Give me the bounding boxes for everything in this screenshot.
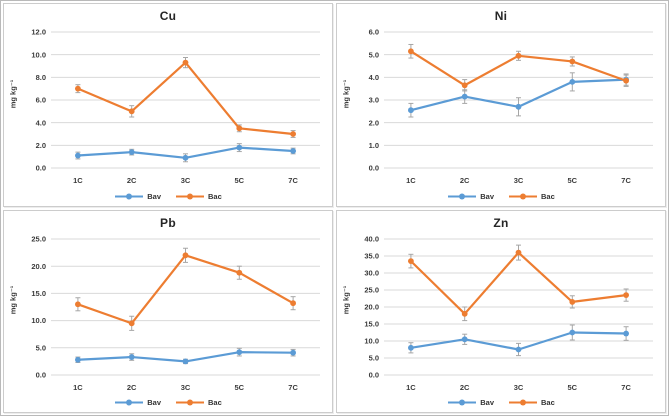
svg-text:15.0: 15.0 bbox=[364, 319, 379, 328]
svg-text:0.0: 0.0 bbox=[36, 370, 46, 379]
legend-item-bav: Bav bbox=[447, 398, 494, 407]
legend-item-bac: Bac bbox=[508, 192, 555, 201]
legend: Bav Bac bbox=[339, 190, 663, 204]
chart-title: Cu bbox=[159, 9, 177, 23]
chart-panel-cu: Cu mg kg⁻¹ 0.0 2.0 4.0 6.0 8.0 10.0 12.0 1C 2C 3C… bbox=[3, 3, 333, 207]
chart-body: mg kg⁻¹ 0.0 5.0 10.0 15.0 20.0 25.0 1C 2C 3C 5C 7C bbox=[6, 231, 330, 397]
svg-text:25.0: 25.0 bbox=[31, 234, 46, 243]
legend-item-bav: Bav bbox=[114, 398, 161, 407]
legend: Bav Bac bbox=[6, 190, 330, 204]
svg-text:2C: 2C bbox=[127, 176, 137, 185]
svg-text:7C: 7C bbox=[288, 176, 298, 185]
plot-area: 0.0 5.0 10.0 15.0 20.0 25.0 1C 2C 3C 5C 7C bbox=[31, 234, 320, 392]
svg-text:5.0: 5.0 bbox=[369, 50, 379, 59]
svg-text:1C: 1C bbox=[73, 383, 83, 392]
svg-text:3C: 3C bbox=[514, 383, 524, 392]
legend-label: Bav bbox=[480, 191, 494, 201]
svg-text:4.0: 4.0 bbox=[369, 73, 379, 82]
svg-text:3C: 3C bbox=[514, 176, 524, 185]
line-marker-icon bbox=[176, 399, 204, 406]
svg-text:7C: 7C bbox=[621, 176, 631, 185]
svg-text:2C: 2C bbox=[127, 383, 137, 392]
svg-text:20.0: 20.0 bbox=[31, 261, 46, 270]
svg-text:20.0: 20.0 bbox=[364, 302, 379, 311]
y-axis-label: mg kg⁻¹ bbox=[8, 79, 17, 108]
chart-body: mg kg⁻¹ 0.0 5.0 10.0 15.0 20.0 25.0 30.0 35.0 40… bbox=[339, 231, 663, 397]
svg-text:6.0: 6.0 bbox=[36, 96, 46, 105]
legend-label: Bac bbox=[208, 398, 222, 407]
legend-label: Bac bbox=[541, 191, 555, 201]
chart-title: Pb bbox=[160, 215, 176, 230]
svg-text:4.0: 4.0 bbox=[36, 118, 46, 127]
svg-text:5.0: 5.0 bbox=[36, 343, 46, 352]
svg-text:7C: 7C bbox=[288, 383, 298, 392]
legend-item-bav: Bav bbox=[114, 192, 161, 201]
legend-label: Bac bbox=[541, 398, 555, 407]
line-marker-icon bbox=[448, 193, 477, 199]
svg-text:10.0: 10.0 bbox=[31, 50, 46, 59]
svg-text:6.0: 6.0 bbox=[369, 28, 379, 37]
legend-label: Bav bbox=[147, 398, 161, 407]
chart-body: mg kg⁻¹ 0.0 1.0 2.0 3.0 4.0 5.0 6.0 1C 2C 3C 5C 7C bbox=[339, 24, 663, 190]
line-marker-icon bbox=[509, 399, 537, 406]
chart-title: Zn bbox=[493, 215, 509, 230]
svg-text:3.0: 3.0 bbox=[369, 96, 379, 105]
svg-text:1.0: 1.0 bbox=[369, 141, 379, 150]
legend-item-bav: Bav bbox=[447, 192, 494, 201]
svg-text:10.0: 10.0 bbox=[31, 316, 46, 325]
svg-text:40.0: 40.0 bbox=[364, 234, 379, 243]
y-axis-label: mg kg⁻¹ bbox=[341, 79, 350, 108]
chart-panel-ni: Ni mg kg⁻¹ 0.0 1.0 2.0 3.0 4.0 5.0 6.0 1C 2C 3C 5C… bbox=[336, 3, 666, 207]
svg-text:35.0: 35.0 bbox=[364, 251, 379, 260]
svg-text:10.0: 10.0 bbox=[364, 336, 379, 345]
svg-text:5.0: 5.0 bbox=[369, 353, 379, 362]
svg-text:0.0: 0.0 bbox=[369, 370, 379, 379]
line-marker-icon bbox=[176, 193, 204, 199]
svg-text:5C: 5C bbox=[568, 176, 578, 185]
plot-area: 0.0 5.0 10.0 15.0 20.0 25.0 30.0 35.0 40.0 1C 2C 3C… bbox=[364, 234, 653, 392]
svg-text:7C: 7C bbox=[621, 383, 631, 392]
legend-item-bac: Bac bbox=[508, 398, 555, 407]
line-marker-icon bbox=[448, 399, 477, 406]
plot-area: 0.0 1.0 2.0 3.0 4.0 5.0 6.0 1C 2C 3C 5C 7C bbox=[369, 28, 653, 185]
chart-panel-pb: Pb mg kg⁻¹ 0.0 5.0 10.0 15.0 20.0 25.0 1C 2C 3C 5… bbox=[3, 209, 333, 413]
svg-text:1C: 1C bbox=[73, 176, 83, 185]
svg-text:30.0: 30.0 bbox=[364, 268, 379, 277]
svg-text:0.0: 0.0 bbox=[369, 164, 379, 173]
svg-text:5C: 5C bbox=[568, 383, 578, 392]
svg-text:12.0: 12.0 bbox=[31, 28, 46, 37]
svg-text:25.0: 25.0 bbox=[364, 285, 379, 294]
legend-item-bac: Bac bbox=[175, 398, 222, 407]
svg-text:15.0: 15.0 bbox=[31, 289, 46, 298]
chart-panel-zn: Zn mg kg⁻¹ 0.0 5.0 10.0 15.0 20.0 25.0 30.0 35.… bbox=[336, 209, 666, 413]
legend-label: Bav bbox=[480, 398, 494, 407]
svg-text:1C: 1C bbox=[406, 383, 416, 392]
svg-text:3C: 3C bbox=[181, 383, 191, 392]
svg-text:1C: 1C bbox=[406, 176, 416, 185]
svg-text:2C: 2C bbox=[460, 176, 470, 185]
plot-area: 0.0 2.0 4.0 6.0 8.0 10.0 12.0 1C 2C 3C 5C 7C bbox=[31, 28, 320, 185]
legend-label: Bav bbox=[147, 191, 161, 201]
y-axis-label: mg kg⁻¹ bbox=[341, 285, 350, 315]
chart-title: Ni bbox=[494, 9, 508, 23]
line-marker-icon bbox=[509, 193, 537, 199]
svg-text:2.0: 2.0 bbox=[36, 141, 46, 150]
chart-body: mg kg⁻¹ 0.0 2.0 4.0 6.0 8.0 10.0 12.0 1C 2C 3C 5C 7… bbox=[6, 24, 330, 190]
svg-text:2C: 2C bbox=[460, 383, 470, 392]
y-axis-label: mg kg⁻¹ bbox=[8, 285, 17, 315]
legend-label: Bac bbox=[208, 191, 222, 201]
svg-text:5C: 5C bbox=[235, 383, 245, 392]
svg-text:2.0: 2.0 bbox=[369, 118, 379, 127]
legend: Bav Bac bbox=[339, 396, 663, 410]
legend-item-bac: Bac bbox=[175, 192, 222, 201]
svg-text:8.0: 8.0 bbox=[36, 73, 46, 82]
line-marker-icon bbox=[115, 399, 144, 406]
svg-text:0.0: 0.0 bbox=[36, 164, 46, 173]
legend: Bav Bac bbox=[6, 396, 330, 410]
svg-text:5C: 5C bbox=[235, 176, 245, 185]
svg-text:3C: 3C bbox=[181, 176, 191, 185]
line-marker-icon bbox=[115, 193, 144, 199]
